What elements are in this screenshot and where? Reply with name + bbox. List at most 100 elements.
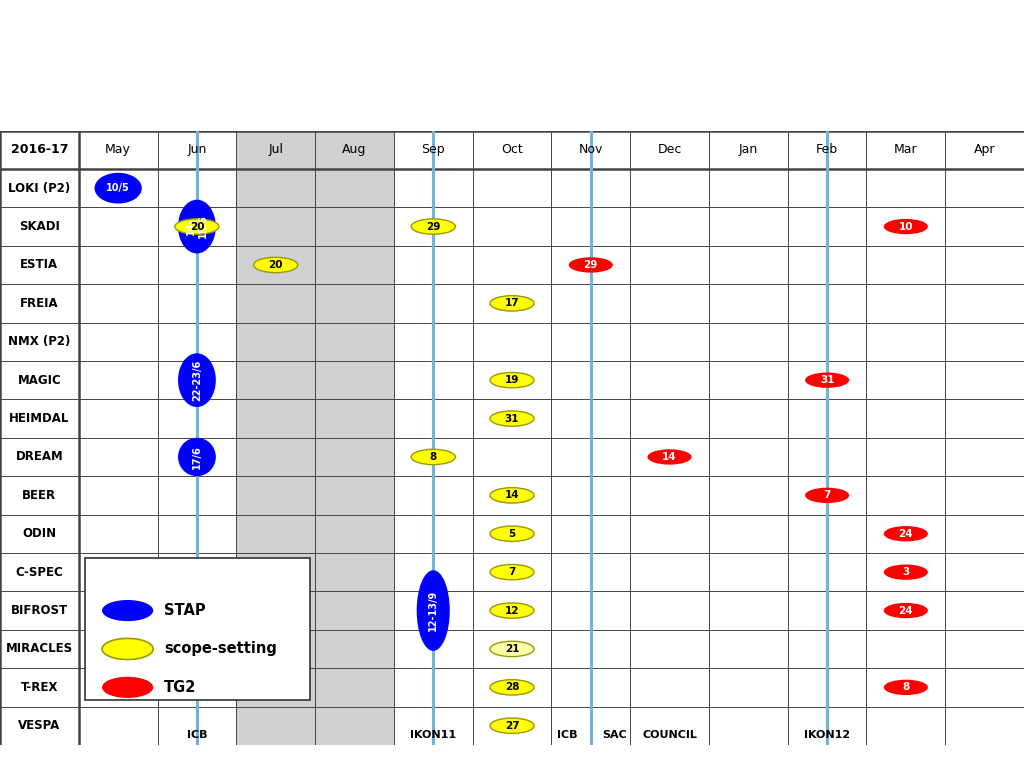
Text: IKON12: IKON12	[804, 730, 850, 740]
Ellipse shape	[884, 680, 928, 695]
Text: 20: 20	[189, 221, 204, 232]
Ellipse shape	[417, 570, 450, 651]
Text: SPALLATION: SPALLATION	[916, 60, 976, 71]
Ellipse shape	[175, 219, 219, 234]
Text: MAGIC: MAGIC	[17, 374, 61, 386]
Text: Apr: Apr	[974, 144, 995, 156]
Text: 2016-17: 2016-17	[10, 144, 69, 156]
Text: C-SPEC: C-SPEC	[15, 566, 63, 578]
Text: Neutron Instruments: Phase 1 schedule: Neutron Instruments: Phase 1 schedule	[26, 51, 772, 84]
Ellipse shape	[805, 488, 849, 503]
Ellipse shape	[647, 449, 691, 465]
Text: ESTIA: ESTIA	[20, 259, 58, 271]
Text: ICB: ICB	[557, 730, 578, 740]
Ellipse shape	[178, 353, 216, 407]
Text: 24: 24	[898, 605, 913, 616]
Text: 24: 24	[898, 528, 913, 539]
Bar	[237, 131, 315, 745]
Text: 12-13/9: 12-13/9	[428, 590, 438, 631]
Text: 14-
15/6: 14- 15/6	[186, 215, 208, 238]
Ellipse shape	[489, 641, 535, 657]
Ellipse shape	[489, 411, 535, 426]
Text: STAP: STAP	[164, 603, 206, 618]
Text: May: May	[105, 144, 131, 156]
Text: 17/6: 17/6	[191, 445, 202, 468]
Ellipse shape	[94, 173, 141, 204]
Text: IKON11: IKON11	[411, 730, 457, 740]
Text: Sep: Sep	[422, 144, 445, 156]
Ellipse shape	[805, 372, 849, 388]
Bar	[315, 131, 394, 745]
Ellipse shape	[489, 718, 535, 733]
Text: 22-23/6: 22-23/6	[191, 359, 202, 401]
Text: EUROPEAN: EUROPEAN	[916, 37, 971, 47]
Text: 12: 12	[505, 605, 519, 616]
Text: NMX (P2): NMX (P2)	[8, 336, 71, 348]
Text: TG2: TG2	[164, 680, 197, 695]
Text: 27: 27	[505, 720, 519, 731]
Ellipse shape	[489, 372, 535, 388]
Text: 17: 17	[505, 298, 519, 309]
Ellipse shape	[178, 438, 216, 476]
Text: MIRACLES: MIRACLES	[6, 643, 73, 655]
Text: 10/5: 10/5	[106, 183, 130, 194]
Text: SAC: SAC	[602, 730, 627, 740]
Bar	[237, 723, 394, 745]
Text: 31: 31	[820, 375, 835, 386]
Text: 29: 29	[584, 260, 598, 270]
Ellipse shape	[102, 638, 154, 660]
Text: FREIA: FREIA	[20, 297, 58, 310]
Text: COUNCIL: COUNCIL	[642, 730, 697, 740]
Ellipse shape	[489, 526, 535, 541]
Text: 5: 5	[508, 528, 516, 539]
Text: BEER: BEER	[23, 489, 56, 502]
Text: 19: 19	[505, 375, 519, 386]
Text: Jul: Jul	[268, 144, 284, 156]
Text: ICB: ICB	[186, 730, 207, 740]
Text: 28: 28	[505, 682, 519, 693]
Text: Mar: Mar	[894, 144, 918, 156]
Ellipse shape	[489, 296, 535, 311]
Ellipse shape	[412, 449, 456, 465]
Text: Feb: Feb	[816, 144, 838, 156]
Text: Jun: Jun	[187, 144, 207, 156]
Text: Aug: Aug	[342, 144, 367, 156]
Text: 8: 8	[902, 682, 909, 693]
Text: HEIMDAL: HEIMDAL	[9, 412, 70, 425]
Ellipse shape	[102, 677, 154, 698]
Ellipse shape	[489, 603, 535, 618]
Text: 7: 7	[508, 567, 516, 578]
Text: Dec: Dec	[657, 144, 682, 156]
Ellipse shape	[489, 680, 535, 695]
Text: 21: 21	[505, 644, 519, 654]
Ellipse shape	[254, 257, 298, 273]
Text: 8: 8	[430, 452, 437, 462]
Text: Jan: Jan	[738, 144, 758, 156]
Text: T-REX: T-REX	[20, 681, 58, 694]
Ellipse shape	[178, 200, 216, 253]
Text: Oct: Oct	[501, 144, 523, 156]
Ellipse shape	[884, 564, 928, 580]
Text: SKADI: SKADI	[19, 220, 59, 233]
Text: LOKI (P2): LOKI (P2)	[8, 182, 71, 194]
Text: Nov: Nov	[579, 144, 603, 156]
Bar	[85, 558, 309, 700]
Ellipse shape	[102, 600, 154, 621]
Text: ODIN: ODIN	[23, 528, 56, 540]
Text: scope-setting: scope-setting	[164, 641, 276, 657]
Text: ess: ess	[845, 53, 886, 73]
Text: VESPA: VESPA	[18, 720, 60, 732]
Text: 31: 31	[505, 413, 519, 424]
Text: DREAM: DREAM	[15, 451, 63, 463]
Ellipse shape	[568, 257, 612, 273]
Text: 7: 7	[823, 490, 830, 501]
Ellipse shape	[884, 526, 928, 541]
Ellipse shape	[884, 603, 928, 618]
Text: 29: 29	[426, 221, 440, 232]
Ellipse shape	[489, 564, 535, 580]
Ellipse shape	[489, 488, 535, 503]
Ellipse shape	[412, 219, 456, 234]
Text: 14: 14	[505, 490, 519, 501]
Ellipse shape	[884, 219, 928, 234]
Text: 3: 3	[902, 567, 909, 578]
